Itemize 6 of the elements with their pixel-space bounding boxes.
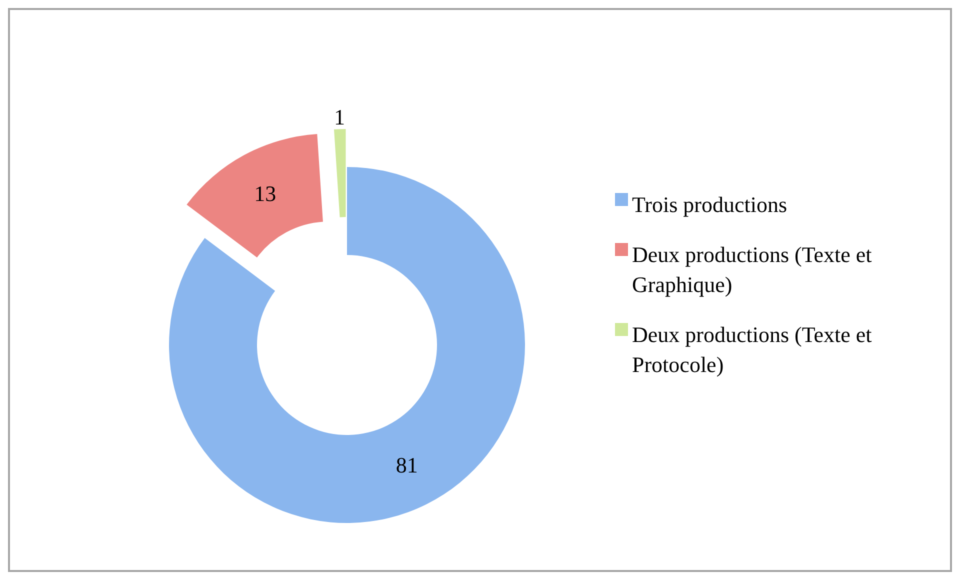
data-label: 1 bbox=[334, 104, 345, 130]
legend-label: Deux productions (Texte et Protocole) bbox=[632, 321, 873, 379]
data-label: 81 bbox=[396, 452, 418, 478]
legend-label: Trois productions bbox=[632, 191, 788, 219]
data-label: 13 bbox=[254, 181, 276, 206]
legend-label: Deux productions (Texte et Graphique) bbox=[632, 241, 873, 299]
